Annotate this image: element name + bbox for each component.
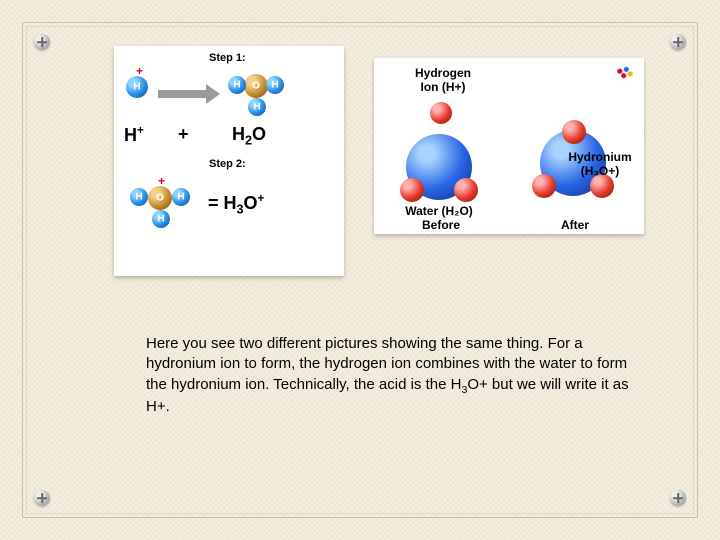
slide: Step 1: + H O H H H H+ + H2O Step 2: + O… bbox=[0, 0, 720, 540]
red-atom-icon bbox=[562, 120, 586, 144]
text: Hydrogen bbox=[415, 66, 471, 80]
atom-label: H bbox=[157, 213, 164, 224]
hplus-text: H+ bbox=[124, 124, 144, 146]
atom-label: H bbox=[233, 79, 240, 90]
text: Ion (H+) bbox=[421, 80, 466, 94]
text: Hydronium bbox=[568, 150, 631, 164]
o-atom-icon: O bbox=[244, 74, 268, 98]
h-atom-icon: H bbox=[248, 98, 266, 116]
corner-screw-icon bbox=[670, 490, 686, 506]
step1-label: Step 1: bbox=[209, 52, 246, 64]
right-diagram: HydrogenIon (H+) Water (H₂O) Before Hydr… bbox=[374, 58, 644, 234]
red-atom-icon bbox=[430, 102, 452, 124]
o-atom-icon: O bbox=[148, 186, 172, 210]
step2-label: Step 2: bbox=[209, 158, 246, 170]
h-atom-icon: H bbox=[152, 210, 170, 228]
after-label: After bbox=[550, 218, 600, 232]
atom-label: H bbox=[133, 81, 140, 92]
hydrogen-ion-label: HydrogenIon (H+) bbox=[398, 66, 488, 94]
body-text: Here you see two different pictures show… bbox=[146, 334, 646, 417]
red-atom-icon bbox=[532, 174, 556, 198]
h-atom-icon: H bbox=[172, 188, 190, 206]
atom-label: H bbox=[271, 79, 278, 90]
before-label: Before bbox=[414, 218, 468, 232]
atom-label: O bbox=[156, 192, 164, 203]
h-atom-icon: H bbox=[130, 188, 148, 206]
red-atom-icon bbox=[400, 178, 424, 202]
water-label: Water (H₂O) bbox=[392, 204, 486, 218]
logo-icon bbox=[612, 64, 638, 82]
h-atom-icon: H bbox=[266, 76, 284, 94]
equals-text: = H3O+ bbox=[208, 192, 264, 217]
corner-screw-icon bbox=[34, 34, 50, 50]
text: (H₃O+) bbox=[581, 164, 620, 178]
atom-label: H bbox=[253, 101, 260, 112]
atom-label: H bbox=[177, 191, 184, 202]
left-diagram: Step 1: + H O H H H H+ + H2O Step 2: + O… bbox=[114, 46, 344, 276]
atom-label: O bbox=[252, 80, 260, 91]
plus-text: + bbox=[178, 124, 189, 145]
corner-screw-icon bbox=[34, 490, 50, 506]
corner-screw-icon bbox=[670, 34, 686, 50]
h-atom-icon: H bbox=[228, 76, 246, 94]
h-atom-icon: H bbox=[126, 76, 148, 98]
red-atom-icon bbox=[454, 178, 478, 202]
hydronium-label: Hydronium(H₃O+) bbox=[562, 150, 638, 178]
atom-label: H bbox=[135, 191, 142, 202]
h2o-text: H2O bbox=[232, 124, 266, 148]
